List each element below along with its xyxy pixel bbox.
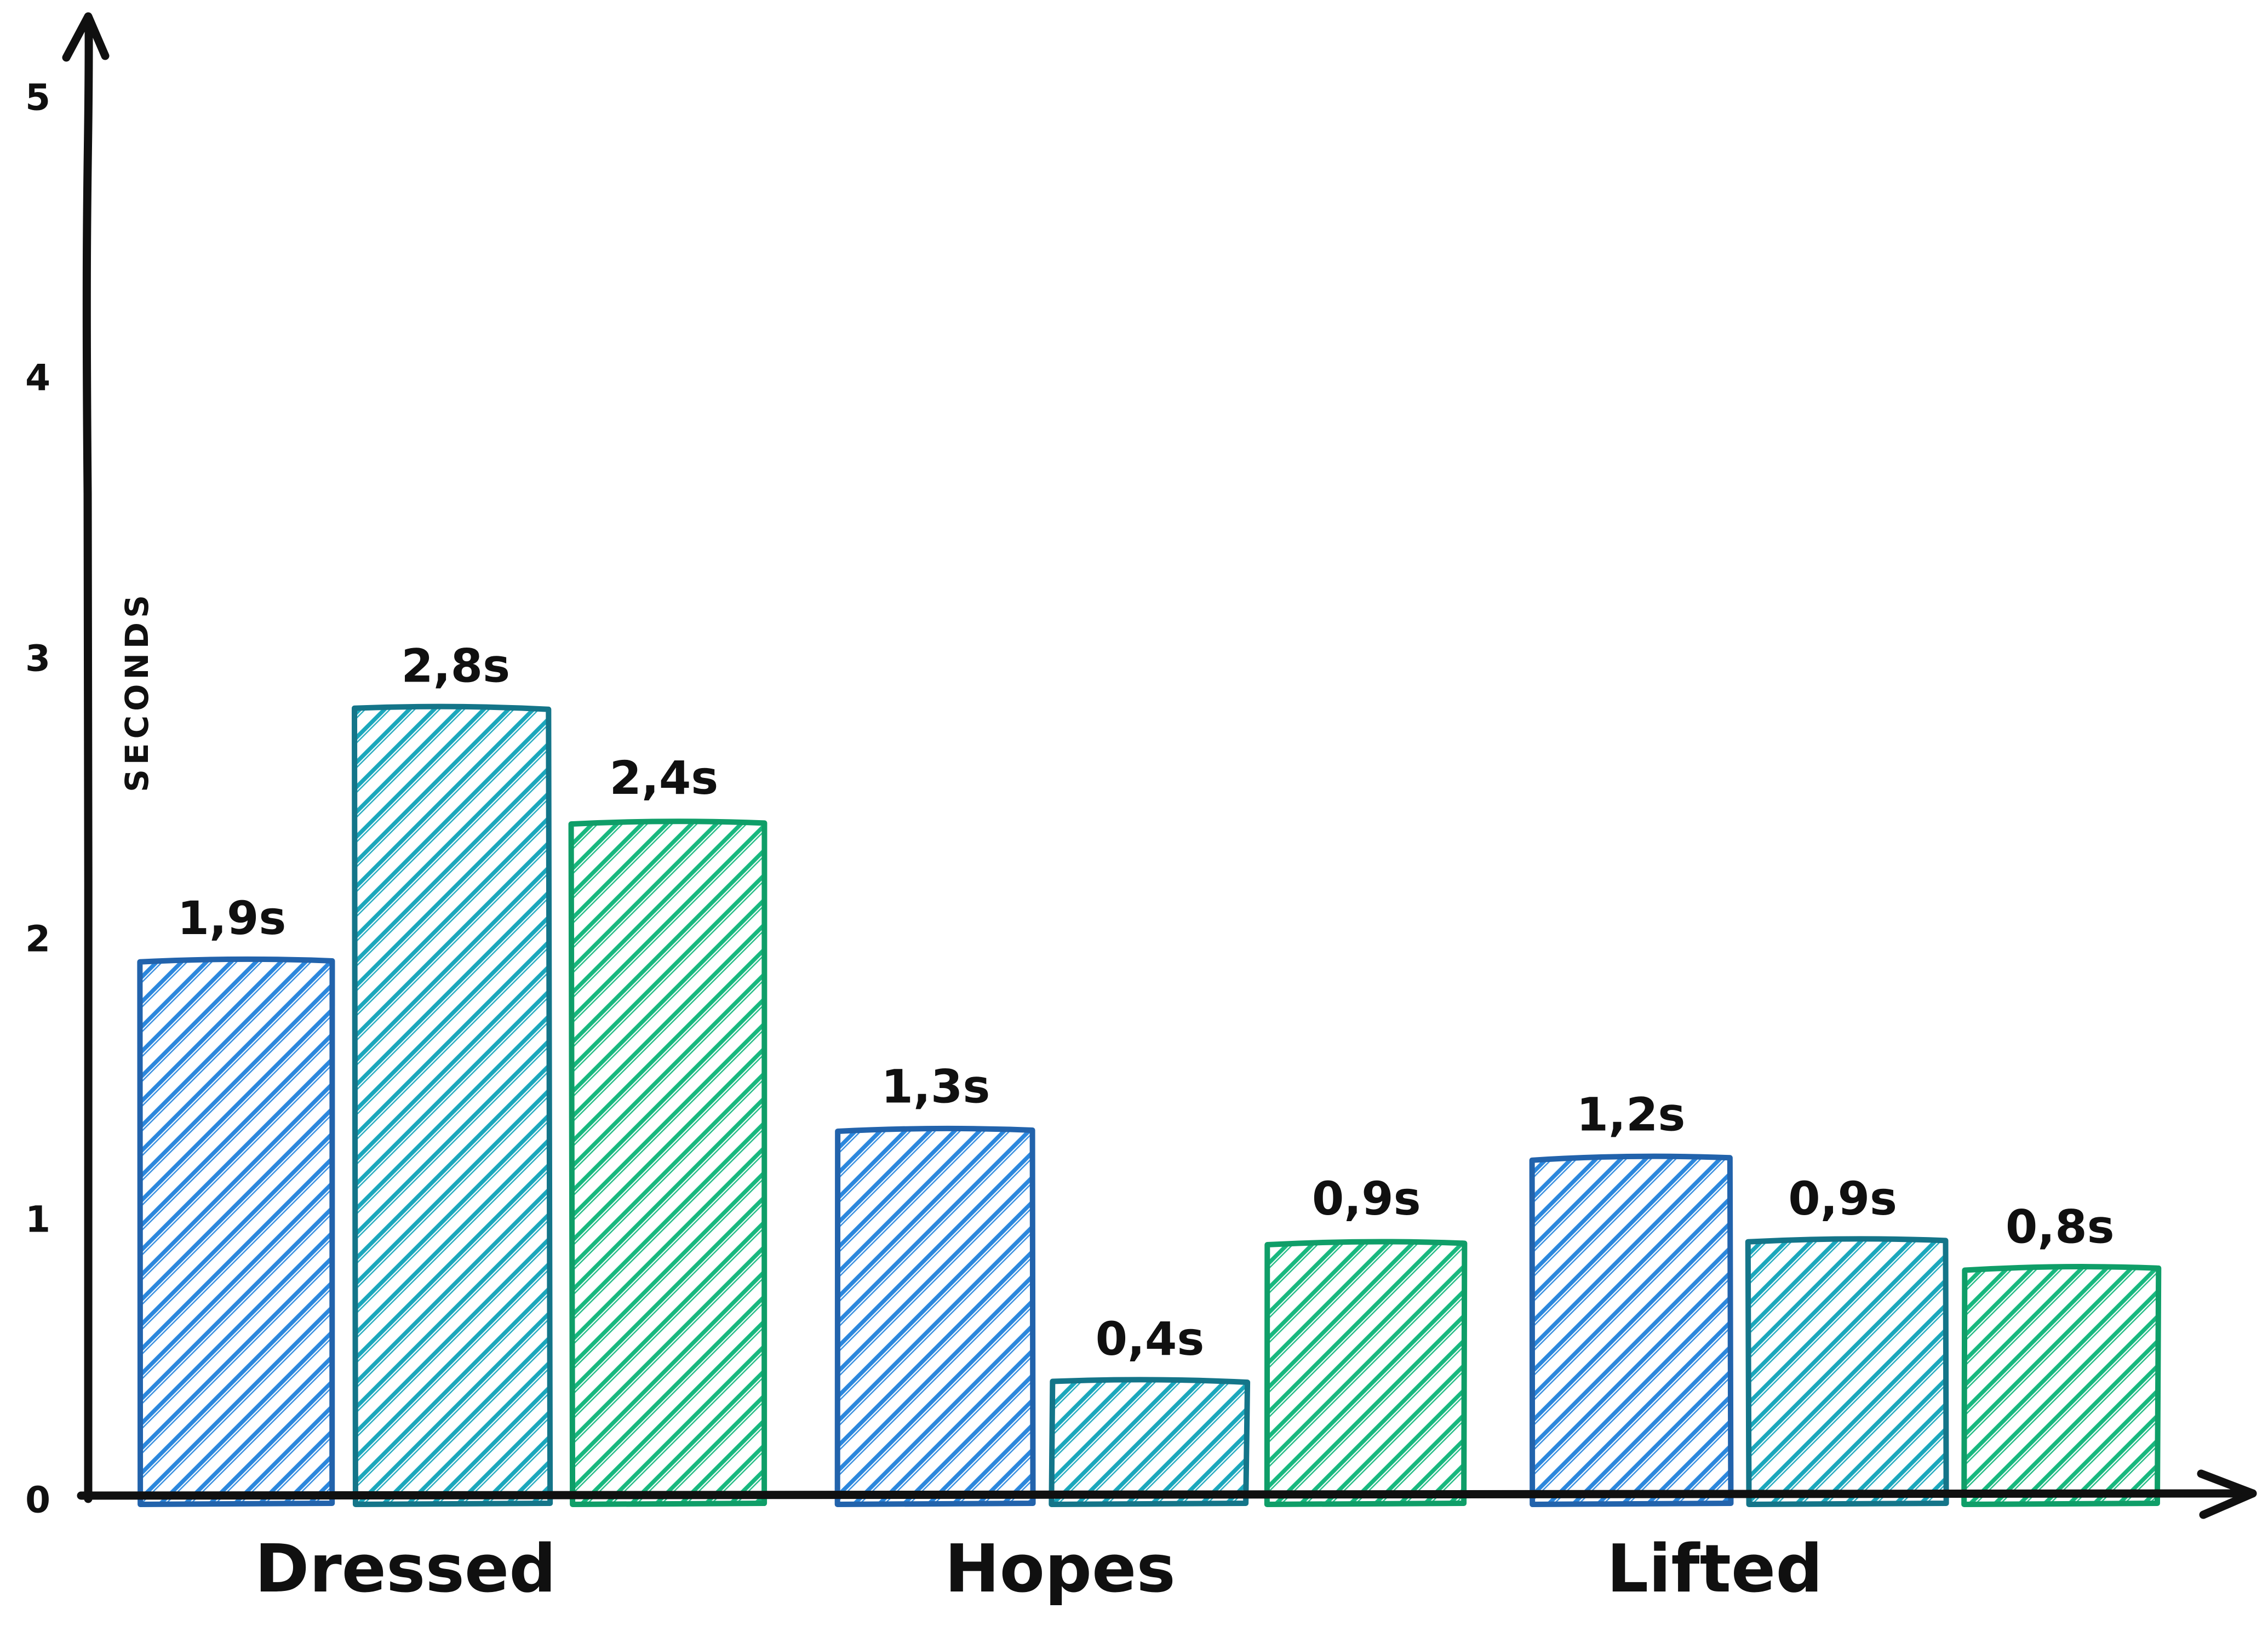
bar-dressed-blue (137, 956, 335, 1507)
y-axis-label: SECONDS (118, 591, 156, 792)
y-tick-label: 5 (25, 77, 50, 119)
value-label-hopes-green: 0,9s (1312, 1172, 1421, 1226)
value-label-dressed-blue: 1,9s (177, 891, 287, 945)
bar-lifted-blue (1529, 1153, 1734, 1507)
category-label-hopes: Hopes (944, 1531, 1176, 1607)
value-label-lifted-teal: 0,9s (1788, 1172, 1897, 1226)
bar-lifted-green (1961, 1264, 2162, 1507)
value-label-dressed-teal: 2,8s (401, 639, 510, 692)
y-tick-label: 0 (25, 1479, 50, 1521)
category-label-lifted: Lifted (1607, 1531, 1823, 1607)
y-axis (82, 16, 93, 1503)
value-label-hopes-blue: 1,3s (881, 1060, 990, 1113)
bar-dressed-green (568, 818, 768, 1507)
axes-layer (62, 12, 2257, 1519)
x-axis-arrow-icon (2197, 1469, 2257, 1519)
y-axis-arrow-icon (62, 12, 110, 62)
y-tick-label: 3 (25, 638, 50, 680)
bar-hopes-blue (834, 1125, 1036, 1507)
value-label-lifted-green: 0,8s (2006, 1200, 2115, 1253)
y-tick-label: 1 (25, 1199, 50, 1241)
bar-hopes-green (1264, 1239, 1468, 1507)
labels-layer: 0 1 2 3 4 5 SECONDS Dressed Hopes Lifted 1,9s 2,8s 2… (25, 77, 2115, 1608)
bar-lifted-teal (1745, 1236, 1949, 1507)
x-axis (77, 1489, 2257, 1500)
bar-dressed-teal (352, 703, 553, 1507)
category-label-dressed: Dressed (255, 1531, 556, 1607)
y-tick-label: 2 (25, 918, 50, 960)
y-tick-label: 4 (25, 357, 50, 399)
bar-hopes-teal (1049, 1377, 1251, 1507)
bars-layer (137, 703, 2162, 1507)
value-label-hopes-teal: 0,4s (1096, 1312, 1205, 1366)
value-label-dressed-green: 2,4s (610, 751, 719, 805)
value-label-lifted-blue: 1,2s (1577, 1088, 1686, 1142)
